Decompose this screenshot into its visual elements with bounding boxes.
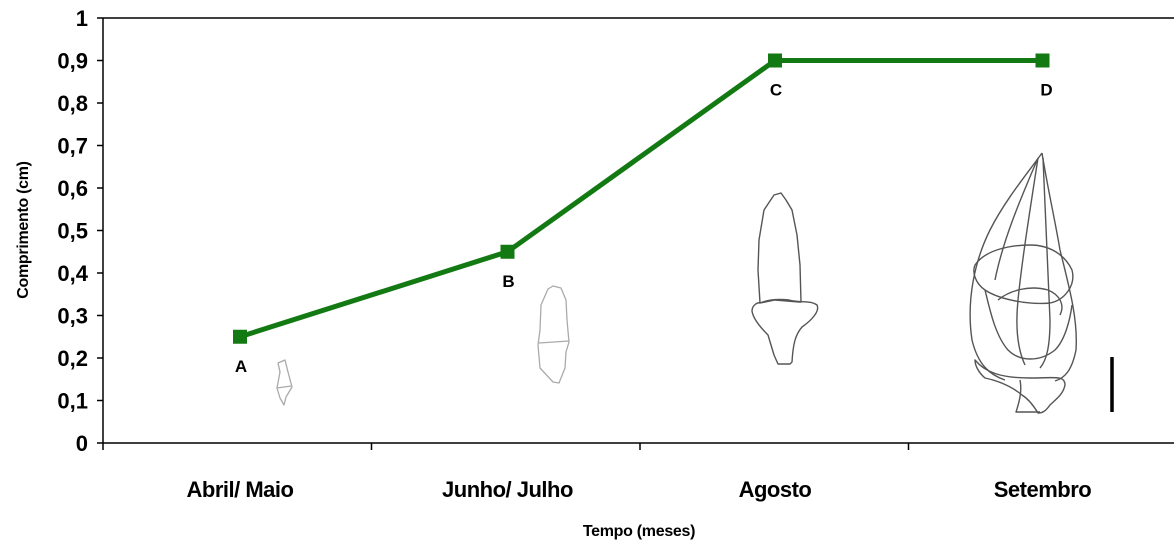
x-tick-label: Setembro (994, 477, 1092, 502)
y-tick-label: 0,6 (57, 176, 88, 201)
x-tick-label: Agosto (739, 477, 812, 502)
y-tick-label: 1 (76, 6, 88, 31)
point-label: B (502, 272, 514, 291)
flower-bud-stage-c (751, 192, 819, 365)
y-tick-label: 0,8 (57, 91, 88, 116)
data-point-marker (768, 53, 782, 68)
y-ticks: 0 0,1 0,2 0,3 0,4 0,5 0,6 0,7 0,8 0,9 1 (57, 6, 103, 456)
y-axis-title: Comprimento (cm) (15, 161, 32, 298)
y-tick-label: 0,3 (57, 304, 88, 329)
x-ticks (102, 443, 910, 450)
x-axis-title: Tempo (meses) (583, 523, 695, 540)
y-tick-label: 0,7 (57, 134, 88, 159)
flower-bud-stage-b (537, 285, 570, 384)
data-point-marker (233, 329, 247, 344)
data-point-marker (500, 244, 515, 259)
series-line (233, 53, 1050, 344)
y-tick-label: 0,1 (57, 389, 88, 414)
series-path (239, 58, 1043, 340)
point-label: D (1040, 81, 1052, 100)
y-tick-label: 0,9 (57, 49, 88, 74)
flower-bud-stage-d (969, 152, 1078, 414)
x-tick-label: Junho/ Julho (442, 477, 573, 502)
y-tick-label: 0 (76, 431, 88, 456)
point-label: C (770, 81, 782, 100)
x-tick-labels: Abril/ Maio Junho/ Julho Agosto Setembro (187, 477, 1092, 502)
point-labels: A B C D (235, 81, 1053, 376)
point-label: A (235, 357, 247, 376)
y-tick-label: 0,2 (57, 346, 88, 371)
data-point-marker (1035, 53, 1050, 68)
y-tick-label: 0,5 (57, 219, 88, 244)
y-tick-label: 0,4 (57, 261, 88, 286)
x-tick-label: Abril/ Maio (187, 477, 294, 502)
flower-bud-stage-a (276, 359, 293, 406)
